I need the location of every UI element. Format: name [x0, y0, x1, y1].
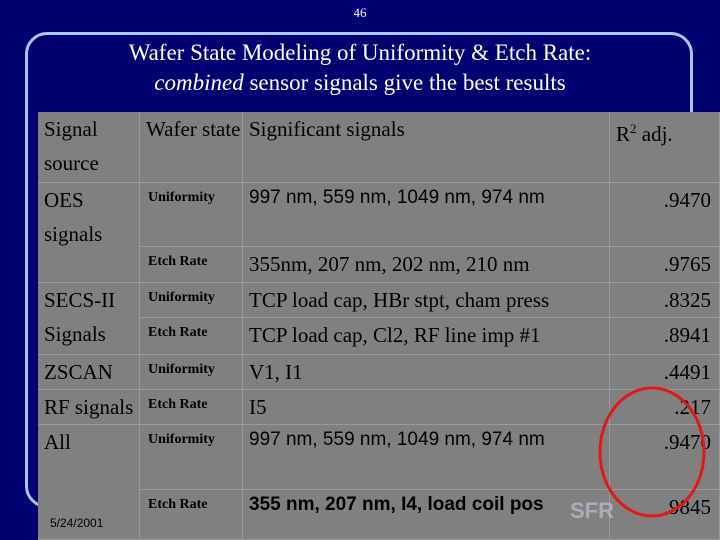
- header-text: adj.: [636, 122, 673, 146]
- slide-title: Wafer State Modeling of Uniformity & Etc…: [40, 38, 680, 98]
- state-cell: Etch Rate: [140, 318, 243, 355]
- header-cell: Significant signals: [243, 112, 610, 183]
- state-cell: Uniformity: [140, 283, 243, 318]
- r2-cell: .8941: [610, 318, 720, 355]
- signals-cell: 997 nm, 559 nm, 1049 nm, 974 nm: [243, 183, 610, 247]
- source-cell: All: [38, 425, 140, 540]
- header-cell: Wafer state: [140, 112, 243, 183]
- header-cell: Signal source: [38, 112, 140, 183]
- signals-cell: TCP load cap, Cl2, RF line imp #1: [243, 318, 610, 355]
- title-line: Wafer State Modeling of Uniformity & Etc…: [128, 40, 592, 65]
- source-cell: RF signals: [38, 390, 140, 425]
- table: Signal source Wafer state Significant sign…: [38, 112, 720, 540]
- title-emphasis: combined: [154, 70, 244, 95]
- highlight-circle: [598, 386, 706, 518]
- title-text: sensor signals give the best results: [243, 70, 566, 95]
- title-line: combined sensor signals give the best re…: [40, 68, 680, 98]
- header-sup: 2: [630, 121, 637, 136]
- state-cell: Uniformity: [140, 183, 243, 247]
- source-cell: ZSCAN: [38, 355, 140, 390]
- header-cell: R2 adj.: [610, 112, 720, 183]
- logo: SFR: [570, 498, 614, 523]
- state-cell: Uniformity: [140, 425, 243, 490]
- signals-cell: I5: [243, 390, 610, 425]
- r2-cell: .9470: [610, 183, 720, 247]
- signals-cell: 997 nm, 559 nm, 1049 nm, 974 nm: [243, 425, 610, 490]
- page-number: 46: [353, 5, 367, 20]
- state-cell: Uniformity: [140, 355, 243, 390]
- header-text: R: [616, 122, 631, 146]
- signals-cell: TCP load cap, HBr stpt, cham press: [243, 283, 610, 318]
- source-cell: SECS-II Signals: [38, 283, 140, 355]
- r2-cell: .217: [610, 390, 720, 425]
- signals-cell: 355nm, 207 nm, 202 nm, 210 nm: [243, 247, 610, 283]
- source-cell: OES signals: [38, 183, 140, 283]
- signals-cell: V1, I1: [243, 355, 610, 390]
- date: 5/24/2001: [50, 516, 104, 530]
- state-cell: Etch Rate: [140, 390, 243, 425]
- r2-cell: .9765: [610, 247, 720, 283]
- state-cell: Etch Rate: [140, 247, 243, 283]
